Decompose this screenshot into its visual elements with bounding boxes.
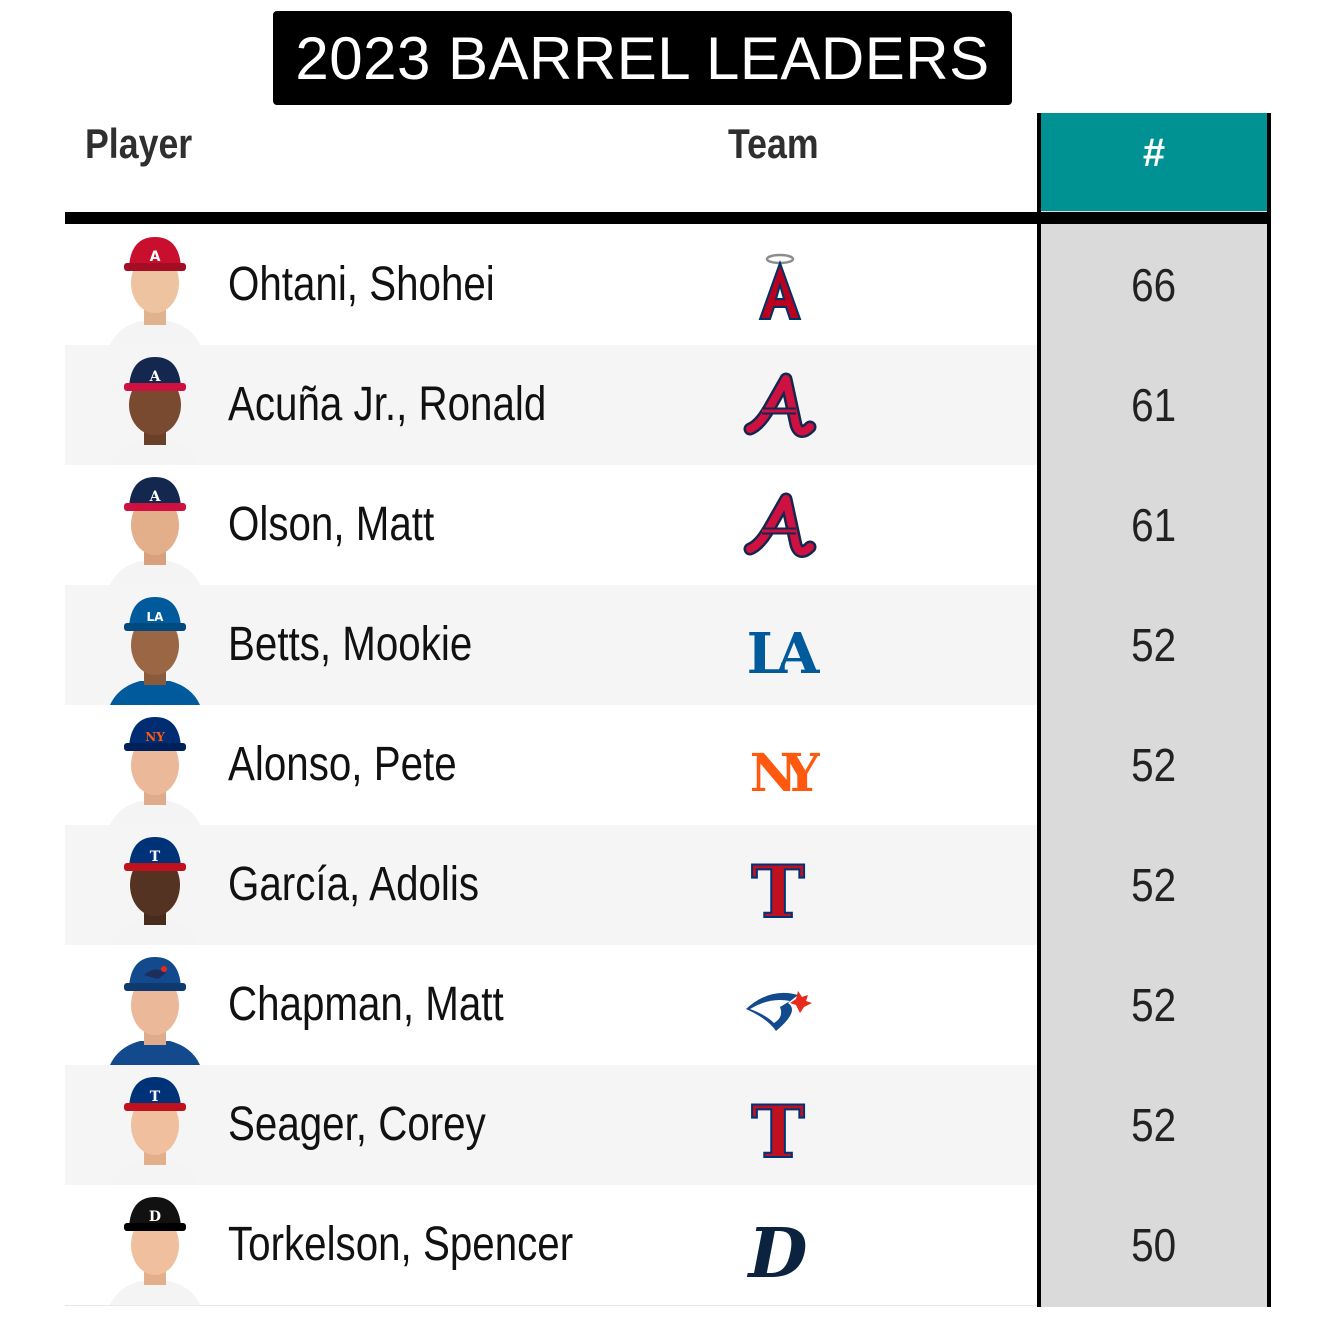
svg-text:A: A xyxy=(149,489,162,505)
svg-text:D: D xyxy=(747,1214,808,1287)
player-column-header: Player xyxy=(85,120,193,167)
svg-text:NY: NY xyxy=(145,730,165,744)
svg-text:T: T xyxy=(751,849,805,927)
barrel-count: 61 xyxy=(1131,379,1177,431)
player-headshot-avatar: A xyxy=(110,351,200,465)
table-row: A Acuña Jr., Ronald xyxy=(65,345,1037,465)
table-bottom-divider xyxy=(65,1305,1037,1306)
table-row: A Olson, Matt xyxy=(65,465,1037,585)
table-row: T García, Adolis T xyxy=(65,825,1037,945)
player-headshot-avatar: A xyxy=(110,231,200,345)
rangers-logo-icon: T xyxy=(740,1087,820,1175)
player-headshot-avatar: D xyxy=(110,1191,200,1305)
count-column: # xyxy=(1037,113,1271,1307)
braves-logo-icon xyxy=(740,487,820,567)
svg-text:A: A xyxy=(149,369,162,385)
player-headshot-avatar: T xyxy=(110,831,200,945)
table-row: D Torkelson, Spencer D xyxy=(65,1185,1037,1305)
player-name: Ohtani, Shohei xyxy=(228,258,495,311)
player-headshot-avatar xyxy=(110,951,200,1065)
player-headshot-avatar: A xyxy=(110,471,200,585)
braves-logo-icon xyxy=(740,367,820,447)
table-row: T Seager, Corey T xyxy=(65,1065,1037,1185)
player-headshot-avatar: NY xyxy=(110,711,200,825)
barrel-count: 52 xyxy=(1131,979,1177,1031)
svg-text:A: A xyxy=(150,249,161,265)
barrel-count: 52 xyxy=(1131,1099,1177,1151)
table-row: Chapman, Matt xyxy=(65,945,1037,1065)
barrel-count: 52 xyxy=(1131,619,1177,671)
player-name: Torkelson, Spencer xyxy=(228,1218,574,1271)
dodgers-logo-icon: LA xyxy=(740,607,831,687)
player-name: Olson, Matt xyxy=(228,498,435,551)
player-name: Betts, Mookie xyxy=(228,618,473,671)
barrel-count: 61 xyxy=(1131,499,1177,551)
player-name: Acuña Jr., Ronald xyxy=(228,378,547,431)
player-name: Seager, Corey xyxy=(228,1098,486,1151)
header-rule xyxy=(65,212,1267,224)
player-name: García, Adolis xyxy=(228,858,480,911)
player-name: Alonso, Pete xyxy=(228,738,457,791)
page-title: 2023 BARREL LEADERS xyxy=(273,11,1012,105)
table-row: A Ohtani, Shohei xyxy=(65,225,1037,345)
barrel-count: 52 xyxy=(1131,739,1177,791)
tigers-logo-icon: D xyxy=(740,1207,820,1294)
player-headshot-avatar: LA xyxy=(110,591,200,705)
svg-text:T: T xyxy=(150,849,161,865)
svg-text:T: T xyxy=(150,1089,161,1105)
player-headshot-avatar: T xyxy=(110,1071,200,1185)
count-column-header: # xyxy=(1041,113,1267,211)
player-name: Chapman, Matt xyxy=(228,978,504,1031)
angels-logo-icon xyxy=(740,247,820,327)
barrel-count: 66 xyxy=(1131,259,1177,311)
table-row: NY Alonso, Pete NY xyxy=(65,705,1037,825)
svg-text:NY: NY xyxy=(750,743,820,804)
svg-text:LA: LA xyxy=(747,621,820,687)
barrel-count: 52 xyxy=(1131,859,1177,911)
svg-text:D: D xyxy=(149,1209,161,1225)
rangers-logo-icon: T xyxy=(740,847,820,935)
table-row: LA Betts, Mookie LA xyxy=(65,585,1037,705)
mets-logo-icon: NY xyxy=(740,727,836,807)
svg-text:T: T xyxy=(751,1089,805,1167)
team-column-header: Team xyxy=(728,120,819,167)
svg-text:LA: LA xyxy=(147,610,165,624)
barrel-count: 50 xyxy=(1131,1219,1177,1271)
bluejays-logo-icon xyxy=(740,967,820,1047)
